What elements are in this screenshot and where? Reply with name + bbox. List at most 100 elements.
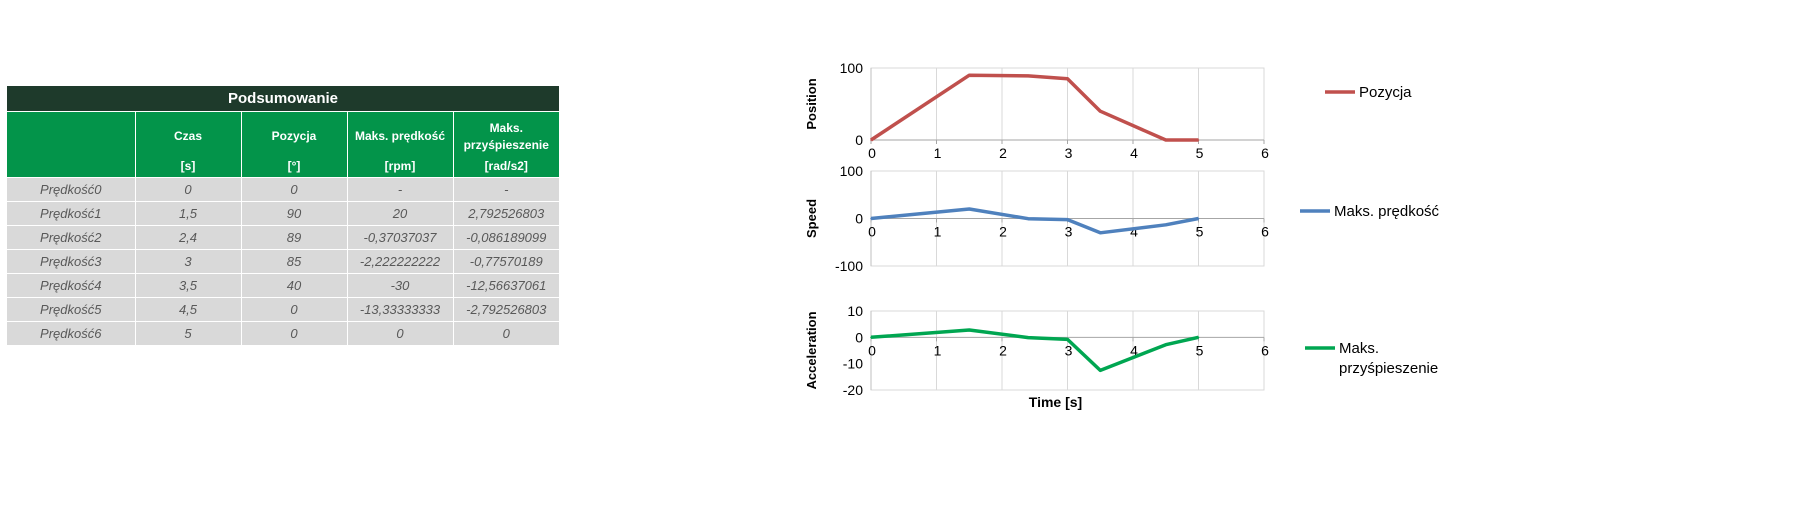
data-point xyxy=(1027,75,1029,77)
row-label: Prędkość4 xyxy=(7,273,136,298)
column-header-label: Pozycja xyxy=(271,129,317,143)
data-point xyxy=(870,336,872,339)
table-cell: 89 xyxy=(241,225,348,250)
row-label: Prędkość0 xyxy=(7,177,136,202)
table-cell: -2,222222222 xyxy=(347,249,454,274)
table-cell: 0 xyxy=(241,297,348,322)
table-cell: -0,37037037 xyxy=(347,225,454,250)
x-tick-label: 6 xyxy=(1261,145,1269,161)
y-tick-label: 100 xyxy=(840,60,864,76)
legend-label: Maks. prędkość xyxy=(1334,203,1440,220)
table-row: Prędkość1 1,5 90 20 2,792526803 xyxy=(7,201,559,226)
table-cell: -2,792526803 xyxy=(453,297,559,322)
table-cell: 85 xyxy=(241,249,348,274)
x-tick-label: 1 xyxy=(934,145,942,161)
table-cell: -0,77570189 xyxy=(453,249,559,274)
series-line xyxy=(870,328,1199,373)
summary-table: Podsumowanie Czas [s] Pozycja [°] Maks. pręd… xyxy=(7,86,559,345)
row-label: Prędkość5 xyxy=(7,297,136,322)
table-cell: -30 xyxy=(347,273,454,298)
table-row: Prędkość4 3,5 40 -30 -12,56637061 xyxy=(7,273,559,298)
column-header-label: Czas xyxy=(173,129,202,143)
table-cell: 0 xyxy=(453,321,559,345)
x-tick-label: 4 xyxy=(1130,145,1138,161)
x-tick-label: 1 xyxy=(934,342,942,358)
column-header-label: Maks. przyśpieszenie xyxy=(463,120,549,152)
y-tick-label: -20 xyxy=(843,382,863,398)
data-point xyxy=(968,329,971,331)
legend-label: przyśpieszenie xyxy=(1339,360,1438,377)
y-tick-label: 100 xyxy=(840,163,864,179)
x-axis-title: Time [s] xyxy=(1029,394,1082,410)
column-header-0 xyxy=(7,111,136,178)
table-row: Prędkość6 5 0 0 0 xyxy=(7,321,559,345)
column-header-unit: [°] xyxy=(287,159,301,173)
data-point xyxy=(870,139,872,141)
column-header-1: Czas [s] xyxy=(135,111,242,178)
table-cell: 3 xyxy=(135,249,242,274)
column-header-label: Maks. prędkość xyxy=(354,129,446,143)
table-cell: -13,33333333 xyxy=(347,297,454,322)
y-tick-label: 10 xyxy=(847,303,863,319)
data-point xyxy=(968,208,971,210)
y-tick-label: -100 xyxy=(835,258,863,274)
table-cell: 0 xyxy=(241,177,348,202)
row-label: Prędkość6 xyxy=(7,321,136,345)
y-tick-label: 0 xyxy=(855,211,863,227)
data-point xyxy=(1066,338,1069,341)
row-label: Prędkość2 xyxy=(7,225,136,250)
table-cell: 4,5 xyxy=(135,297,242,322)
table-cell: 2,4 xyxy=(135,225,242,250)
table-cell: - xyxy=(453,177,559,202)
column-header-unit: [rad/s2] xyxy=(484,159,528,173)
table-cell: -0,086189099 xyxy=(453,225,559,250)
y-axis-title: Speed xyxy=(804,199,819,238)
series-line xyxy=(870,73,1199,142)
y-axis-title: Acceleration xyxy=(804,311,819,389)
x-tick-label: 3 xyxy=(1065,224,1073,240)
row-label: Prędkość3 xyxy=(7,249,136,274)
x-tick-label: 2 xyxy=(999,145,1007,161)
column-header-2: Pozycja [°] xyxy=(241,111,348,178)
data-point xyxy=(1197,217,1200,220)
data-point xyxy=(1066,78,1069,80)
y-axis-title: Position xyxy=(804,78,819,129)
table-cell: - xyxy=(347,177,454,202)
legend-label: Maks. xyxy=(1339,340,1379,357)
x-tick-label: 0 xyxy=(868,145,876,161)
data-point xyxy=(1027,217,1029,220)
column-header-unit: [s] xyxy=(180,159,196,173)
table-cell: 3,5 xyxy=(135,273,242,298)
x-tick-label: 0 xyxy=(868,342,876,358)
table-cell: 0 xyxy=(347,321,454,345)
table-row: Prędkość5 4,5 0 -13,33333333 -2,792526803 xyxy=(7,297,559,322)
data-point xyxy=(1164,224,1167,226)
y-tick-label: -10 xyxy=(843,356,863,372)
table-row: Prędkość3 3 85 -2,222222222 -0,77570189 xyxy=(7,249,559,274)
data-point xyxy=(1066,218,1069,221)
table-cell: 1,5 xyxy=(135,201,242,226)
x-tick-label: 3 xyxy=(1065,145,1073,161)
x-tick-label: 4 xyxy=(1130,342,1138,358)
table-cell: 40 xyxy=(241,273,348,298)
data-point xyxy=(1197,336,1200,339)
table-cell: -12,56637061 xyxy=(453,273,559,298)
table-cell: 90 xyxy=(241,201,348,226)
table-row: Prędkość2 2,4 89 -0,37037037 -0,086189099 xyxy=(7,225,559,250)
y-tick-label: 0 xyxy=(855,132,863,148)
x-tick-label: 6 xyxy=(1261,342,1269,358)
x-tick-label: 1 xyxy=(934,224,942,240)
column-header-4: Maks. przyśpieszenie [rad/s2] xyxy=(453,111,559,178)
x-tick-label: 5 xyxy=(1196,224,1204,240)
data-point xyxy=(1164,139,1167,141)
data-point xyxy=(1027,336,1029,339)
table-cell: 2,792526803 xyxy=(453,201,559,226)
data-point xyxy=(1164,343,1167,346)
data-point xyxy=(1099,231,1102,234)
row-label: Prędkość1 xyxy=(7,201,136,226)
data-point xyxy=(1099,110,1102,112)
data-point xyxy=(968,74,971,76)
data-point xyxy=(870,217,872,220)
table-cell: 0 xyxy=(241,321,348,345)
